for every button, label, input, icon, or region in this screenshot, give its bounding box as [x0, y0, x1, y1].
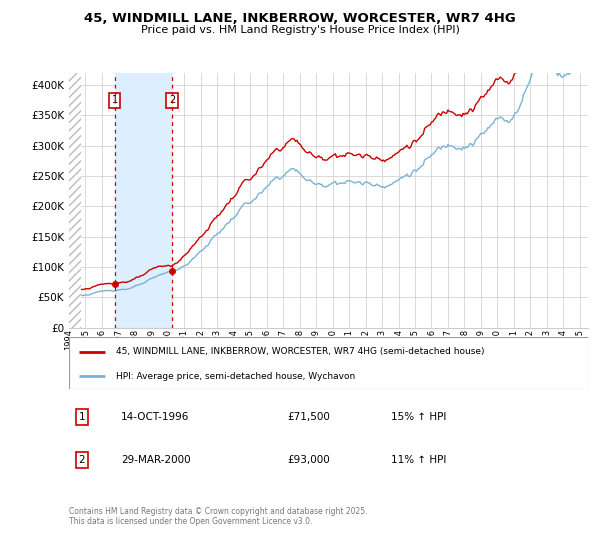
Text: 2: 2: [79, 455, 85, 465]
Text: 45, WINDMILL LANE, INKBERROW, WORCESTER, WR7 4HG: 45, WINDMILL LANE, INKBERROW, WORCESTER,…: [84, 12, 516, 25]
Text: 14-OCT-1996: 14-OCT-1996: [121, 412, 189, 422]
Text: 2: 2: [169, 95, 175, 105]
Text: £93,000: £93,000: [287, 455, 330, 465]
Text: 45, WINDMILL LANE, INKBERROW, WORCESTER, WR7 4HG (semi-detached house): 45, WINDMILL LANE, INKBERROW, WORCESTER,…: [116, 347, 484, 356]
Text: 29-MAR-2000: 29-MAR-2000: [121, 455, 191, 465]
Text: 1: 1: [112, 95, 118, 105]
Text: Contains HM Land Registry data © Crown copyright and database right 2025.
This d: Contains HM Land Registry data © Crown c…: [69, 507, 367, 526]
Bar: [115, 73, 172, 328]
Text: HPI: Average price, semi-detached house, Wychavon: HPI: Average price, semi-detached house,…: [116, 372, 355, 381]
Text: 1: 1: [79, 412, 85, 422]
Bar: [69, 73, 82, 328]
Text: 11% ↑ HPI: 11% ↑ HPI: [391, 455, 446, 465]
Text: Price paid vs. HM Land Registry's House Price Index (HPI): Price paid vs. HM Land Registry's House …: [140, 25, 460, 35]
Text: 15% ↑ HPI: 15% ↑ HPI: [391, 412, 446, 422]
Text: £71,500: £71,500: [287, 412, 330, 422]
